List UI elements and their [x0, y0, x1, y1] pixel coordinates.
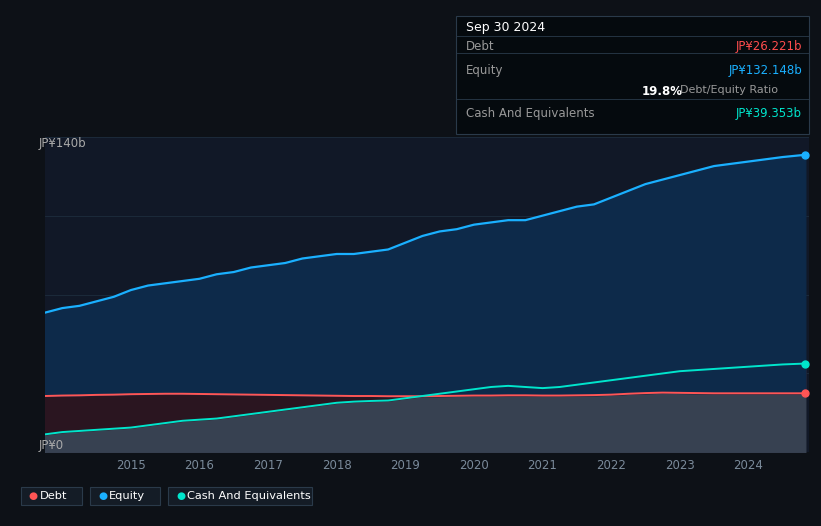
Text: JP¥26.221b: JP¥26.221b: [736, 40, 802, 53]
Text: Debt: Debt: [466, 40, 494, 53]
Text: ●: ●: [99, 491, 108, 501]
Text: Debt: Debt: [39, 491, 67, 501]
Text: JP¥132.148b: JP¥132.148b: [728, 64, 802, 77]
Text: ●: ●: [177, 491, 186, 501]
Text: Cash And Equivalents: Cash And Equivalents: [187, 491, 311, 501]
Text: 19.8%: 19.8%: [642, 85, 683, 98]
Text: Debt/Equity Ratio: Debt/Equity Ratio: [673, 85, 778, 95]
Text: Cash And Equivalents: Cash And Equivalents: [466, 107, 594, 120]
Text: Sep 30 2024: Sep 30 2024: [466, 21, 544, 34]
Text: JP¥140b: JP¥140b: [39, 137, 86, 150]
Text: Equity: Equity: [466, 64, 503, 77]
Text: ●: ●: [29, 491, 38, 501]
Text: JP¥39.353b: JP¥39.353b: [736, 107, 802, 120]
Text: JP¥0: JP¥0: [39, 439, 63, 452]
Text: Equity: Equity: [109, 491, 145, 501]
